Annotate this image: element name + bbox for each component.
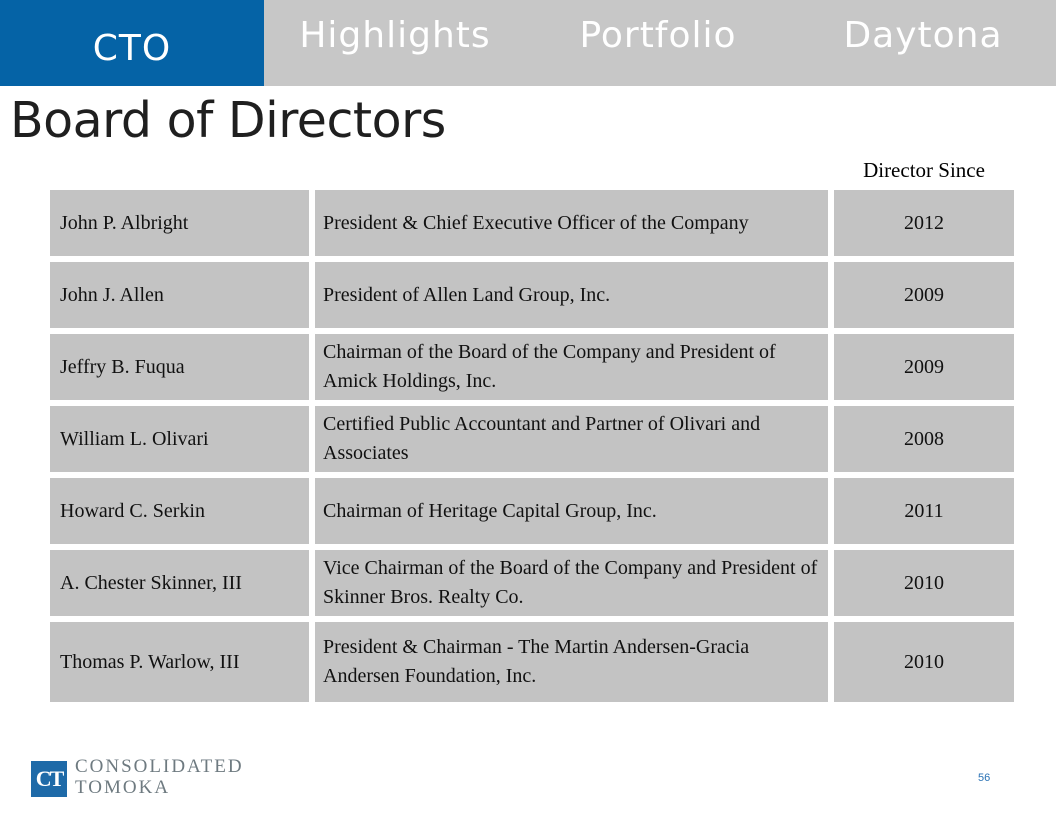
director-since-year: 2010 [834, 550, 1014, 616]
director-since-year: 2009 [834, 262, 1014, 328]
director-role: President & Chief Executive Officer of t… [315, 190, 828, 256]
director-name: Thomas P. Warlow, III [50, 622, 309, 702]
tab-cto[interactable]: CTO [0, 0, 264, 86]
top-navigation: CTO Highlights Portfolio Daytona [0, 0, 1056, 86]
director-name: John P. Albright [50, 190, 309, 256]
table-row: A. Chester Skinner, III Vice Chairman of… [50, 550, 1014, 616]
company-logo: CT CONSOLIDATED TOMOKA [31, 756, 251, 800]
logo-text-line2: TOMOKA [75, 777, 171, 798]
director-since-year: 2010 [834, 622, 1014, 702]
table-row: John J. Allen President of Allen Land Gr… [50, 262, 1014, 328]
director-role: President of Allen Land Group, Inc. [315, 262, 828, 328]
director-since-year: 2008 [834, 406, 1014, 472]
tab-highlights[interactable]: Highlights [299, 14, 491, 56]
director-name: John J. Allen [50, 262, 309, 328]
director-role: Chairman of Heritage Capital Group, Inc. [315, 478, 828, 544]
director-since-year: 2011 [834, 478, 1014, 544]
table-row: William L. Olivari Certified Public Acco… [50, 406, 1014, 472]
table-row: John P. Albright President & Chief Execu… [50, 190, 1014, 256]
director-role: Vice Chairman of the Board of the Compan… [315, 550, 828, 616]
tab-daytona[interactable]: Daytona [843, 14, 1003, 56]
logo-text-line1: CONSOLIDATED [75, 756, 244, 777]
director-role: Chairman of the Board of the Company and… [315, 334, 828, 400]
page-title: Board of Directors [10, 92, 446, 149]
director-since-year: 2009 [834, 334, 1014, 400]
tab-portfolio[interactable]: Portfolio [579, 14, 737, 56]
director-name: Jeffry B. Fuqua [50, 334, 309, 400]
director-since-header: Director Since [863, 158, 985, 182]
director-role: Certified Public Accountant and Partner … [315, 406, 828, 472]
logo-mark-icon: CT [31, 761, 67, 797]
directors-table: John P. Albright President & Chief Execu… [50, 190, 1014, 702]
director-role: President & Chairman - The Martin Anders… [315, 622, 828, 702]
table-row: Thomas P. Warlow, III President & Chairm… [50, 622, 1014, 702]
page-number: 56 [978, 772, 991, 784]
director-name: Howard C. Serkin [50, 478, 309, 544]
table-row: Jeffry B. Fuqua Chairman of the Board of… [50, 334, 1014, 400]
director-name: William L. Olivari [50, 406, 309, 472]
director-name: A. Chester Skinner, III [50, 550, 309, 616]
director-since-year: 2012 [834, 190, 1014, 256]
table-row: Howard C. Serkin Chairman of Heritage Ca… [50, 478, 1014, 544]
